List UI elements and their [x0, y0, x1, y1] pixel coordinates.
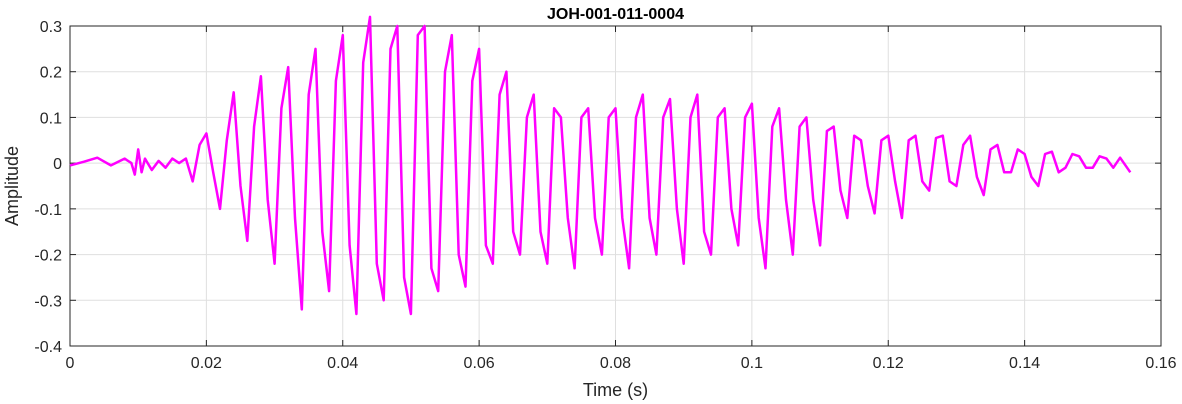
grid-lines — [69, 25, 1162, 347]
y-tick-label: 0.2 — [40, 65, 62, 82]
x-tick-label: 0.02 — [191, 355, 222, 372]
series-layer — [69, 15, 1132, 316]
x-axis: 0 0.02 0.04 0.06 0.08 0.1 0.12 0.14 0.16 — [66, 26, 1177, 372]
x-axis-label: Time (s) — [583, 380, 648, 400]
y-tick-label: -0.3 — [34, 293, 62, 310]
x-tick-label: 0.04 — [327, 355, 358, 372]
y-tick-label: -0.4 — [34, 339, 62, 356]
y-tick-label: -0.1 — [34, 202, 62, 219]
x-tick-label: 0.12 — [873, 355, 904, 372]
y-tick-label: 0 — [53, 156, 62, 173]
x-tick-label: 0.16 — [1145, 355, 1176, 372]
series-line — [69, 15, 1132, 316]
y-axis: 0.3 0.2 0.1 0 -0.1 -0.2 -0.3 -0.4 — [34, 19, 1161, 356]
x-tick-label: 0.1 — [741, 355, 763, 372]
x-tick-label: 0.06 — [464, 355, 495, 372]
x-tick-label: 0.14 — [1009, 355, 1040, 372]
y-tick-label: 0.3 — [40, 19, 62, 36]
x-tick-label: 0 — [66, 355, 75, 372]
y-axis-label: Amplitude — [2, 146, 22, 226]
y-tick-label: -0.2 — [34, 248, 62, 265]
x-tick-label: 0.08 — [600, 355, 631, 372]
y-tick-label: 0.1 — [40, 110, 62, 127]
chart-title: JOH-001-011-0004 — [547, 6, 684, 23]
